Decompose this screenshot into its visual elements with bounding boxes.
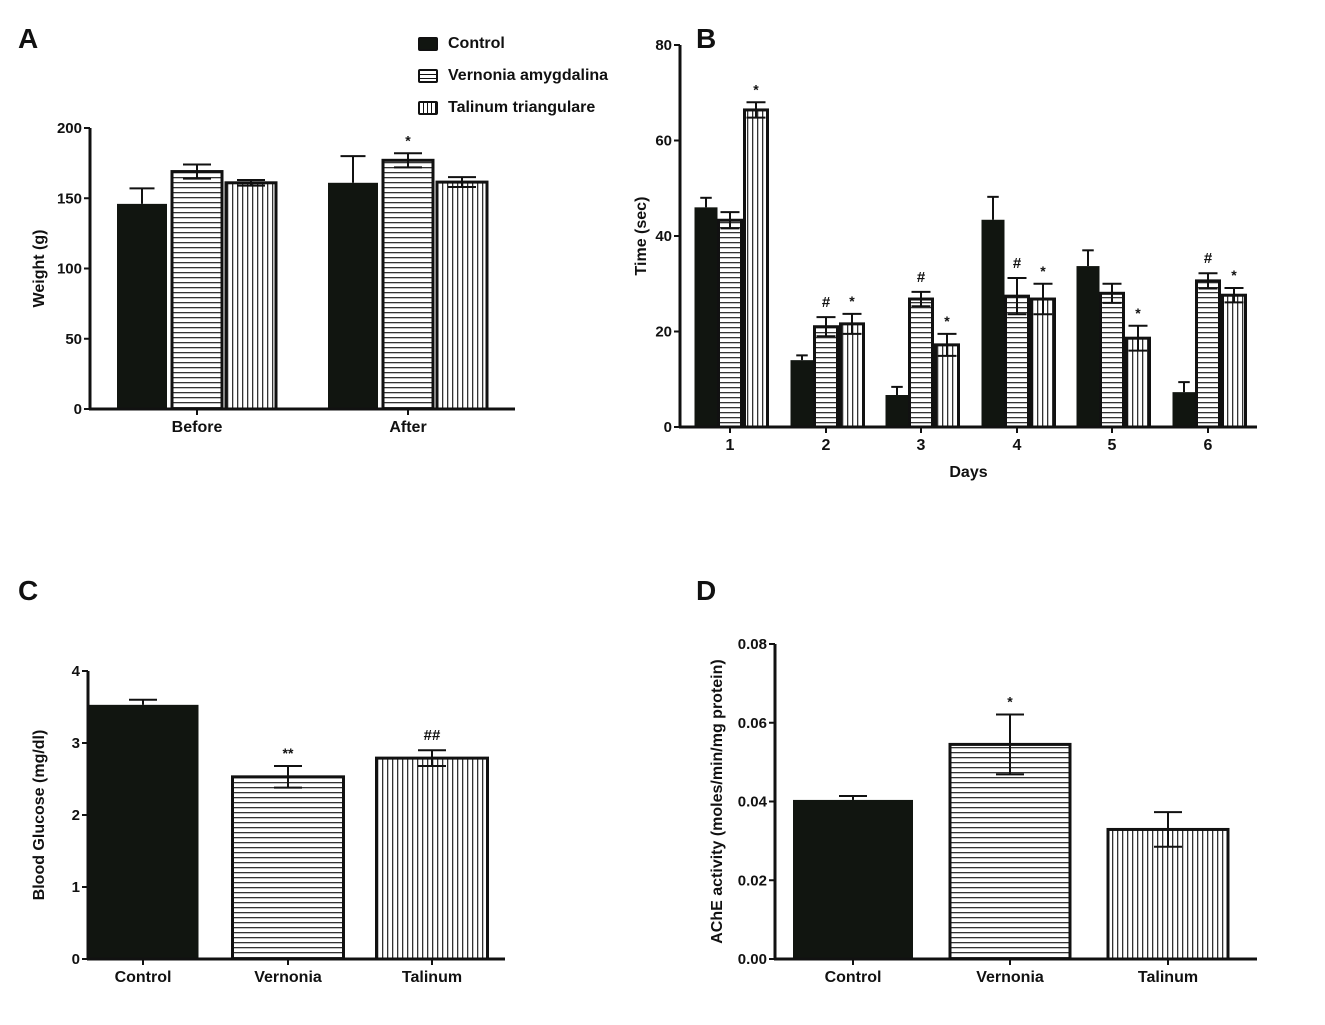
bar-d-s0-c0	[793, 799, 913, 959]
y-tick-label: 40	[655, 228, 672, 245]
y-tick-label: 0.04	[738, 794, 768, 811]
x-tick-label: After	[389, 419, 426, 436]
bar-b-s0-c5	[1172, 392, 1196, 427]
bar-b-s1-c5	[1195, 279, 1221, 429]
y-tick-label: 0.06	[738, 715, 767, 732]
significance-annotation: #	[917, 269, 926, 286]
legend-label: Control	[448, 35, 505, 52]
legend-label: Vernonia amygdalina	[448, 67, 609, 84]
significance-annotation: ##	[424, 727, 441, 744]
bar-b-s2-c5	[1221, 293, 1247, 429]
bar-b-s1-c2	[908, 297, 934, 429]
bar-a-s0-c0	[117, 203, 167, 409]
x-tick-label: 4	[1013, 437, 1022, 454]
x-tick-label: Before	[172, 419, 223, 436]
y-tick-label: 60	[655, 133, 672, 150]
y-tick-label: 0	[664, 419, 672, 436]
y-tick-label: 200	[57, 120, 82, 137]
legend-item-vernonia: Vernonia amygdalina	[418, 60, 608, 92]
x-tick-label: Vernonia	[976, 969, 1044, 986]
x-tick-label: Vernonia	[254, 969, 322, 986]
y-tick-label: 80	[655, 37, 672, 54]
bar-b-s1-c0	[717, 218, 743, 429]
bar-b-s0-c2	[885, 395, 909, 427]
legend-swatch-vernonia	[418, 69, 438, 83]
legend-item-talinum: Talinum triangulare	[418, 92, 608, 124]
bar-b-s0-c0	[694, 207, 718, 427]
bar-b-s0-c4	[1076, 266, 1100, 427]
bar-b-s2-c3	[1030, 297, 1056, 429]
legend-swatch-control	[418, 37, 438, 51]
x-tick-label: 6	[1204, 437, 1213, 454]
y-tick-label: 0.08	[738, 636, 767, 653]
y-tick-label: 1	[72, 879, 80, 896]
significance-annotation: **	[283, 745, 294, 761]
legend: Control Vernonia amygdalina Talinum tria…	[418, 28, 608, 124]
legend-item-control: Control	[418, 28, 608, 60]
panel-label: D	[696, 575, 716, 606]
x-tick-label: Talinum	[402, 969, 462, 986]
panel-label: B	[696, 23, 716, 54]
bar-b-s2-c2	[934, 343, 960, 429]
y-tick-label: 20	[655, 324, 672, 341]
bar-a-s1-c0	[170, 170, 224, 411]
x-tick-label: 2	[822, 437, 831, 454]
x-tick-label: Talinum	[1138, 969, 1198, 986]
bar-c-s0-c0	[87, 704, 199, 959]
panel-label: A	[18, 23, 38, 54]
bar-b-s1-c3	[1004, 294, 1030, 429]
significance-annotation: *	[1040, 263, 1046, 279]
significance-annotation: *	[753, 81, 759, 97]
y-tick-label: 150	[57, 190, 82, 207]
bar-d-s1-c1	[948, 742, 1072, 961]
legend-label: Talinum triangulare	[448, 99, 596, 116]
significance-annotation: *	[849, 293, 855, 309]
x-axis-label: Days	[949, 464, 987, 481]
significance-annotation: *	[1007, 693, 1013, 709]
significance-annotation: *	[1135, 305, 1141, 321]
legend-swatch-talinum	[418, 101, 438, 115]
significance-annotation: *	[944, 313, 950, 329]
significance-annotation: *	[1231, 267, 1237, 283]
bar-b-s2-c1	[839, 322, 865, 429]
bar-c-s1-c1	[231, 775, 345, 961]
y-axis-label: Weight (g)	[31, 230, 48, 308]
y-tick-label: 50	[65, 331, 82, 348]
y-axis-label: AChE activity (moles/min/mg protein)	[709, 659, 726, 943]
x-tick-label: Control	[115, 969, 172, 986]
x-tick-label: 3	[917, 437, 926, 454]
y-axis-label: Time (sec)	[633, 197, 650, 276]
bar-a-s0-c1	[328, 182, 378, 409]
y-tick-label: 100	[57, 261, 82, 278]
bar-b-s0-c3	[981, 219, 1005, 427]
y-tick-label: 0	[74, 401, 82, 418]
significance-annotation: *	[405, 132, 411, 148]
bar-a-s2-c1	[435, 180, 489, 411]
panel-label: C	[18, 575, 38, 606]
bar-a-s2-c0	[224, 181, 278, 411]
bar-b-s0-c1	[790, 360, 814, 427]
bar-c-s2-c2	[375, 756, 489, 961]
bar-a-s1-c1	[381, 158, 435, 411]
y-tick-label: 0.00	[738, 951, 767, 968]
significance-annotation: #	[1013, 255, 1022, 272]
y-tick-label: 2	[72, 807, 80, 824]
bar-d-s2-c2	[1106, 827, 1230, 961]
bar-b-s2-c0	[743, 108, 769, 429]
y-tick-label: 0.02	[738, 872, 767, 889]
y-tick-label: 0	[72, 951, 80, 968]
y-axis-label: Blood Glucose (mg/dl)	[31, 730, 48, 901]
significance-annotation: #	[822, 294, 831, 311]
bar-b-s1-c1	[813, 325, 839, 429]
significance-annotation: #	[1204, 250, 1213, 267]
x-tick-label: 5	[1108, 437, 1117, 454]
x-tick-label: Control	[825, 969, 882, 986]
x-tick-label: 1	[726, 437, 735, 454]
bar-b-s1-c4	[1099, 291, 1125, 429]
y-tick-label: 3	[72, 735, 80, 752]
y-tick-label: 4	[72, 663, 81, 680]
